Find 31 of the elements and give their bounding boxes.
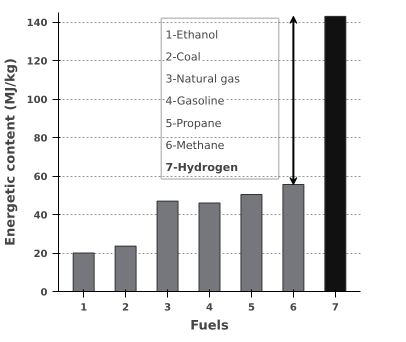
x-tick-label: 2 <box>122 302 130 314</box>
annotation: 5-Propane <box>165 116 222 130</box>
bar <box>324 16 346 292</box>
x-tick-label: 5 <box>248 302 255 314</box>
y-tick-label: 140 <box>26 18 48 30</box>
y-tick-label: 100 <box>26 95 48 106</box>
annotation: 2-Coal <box>165 50 201 64</box>
y-tick-label: 80 <box>34 134 48 145</box>
x-tick-label: 6 <box>290 302 297 314</box>
bar <box>156 200 179 292</box>
y-tick-label: 60 <box>34 172 48 184</box>
bar <box>240 194 262 292</box>
y-tick-label: 120 <box>26 56 48 68</box>
y-tick-label: 0 <box>40 288 48 298</box>
y-tick-label: 40 <box>34 210 48 222</box>
y-tick-label: 20 <box>34 249 48 260</box>
bar <box>114 246 137 292</box>
annotation: 7-Hydrogen <box>165 161 238 174</box>
bar <box>72 252 95 292</box>
x-tick-label: 3 <box>164 302 172 314</box>
annotation: 1-Ethanol <box>165 28 218 42</box>
annotation: 3-Natural gas <box>165 72 240 86</box>
annotation: 6-Methane <box>165 139 225 152</box>
y-axis-title: Energetic content (MJ/kg) <box>4 58 19 246</box>
x-axis-title: Fuels <box>190 318 230 334</box>
x-tick-label: 1 <box>80 302 88 314</box>
x-tick-label: 4 <box>206 302 214 314</box>
annotation: 4-Gasoline <box>165 94 225 108</box>
bar <box>282 184 304 292</box>
x-tick-label: 7 <box>332 302 339 314</box>
bar <box>198 202 220 292</box>
